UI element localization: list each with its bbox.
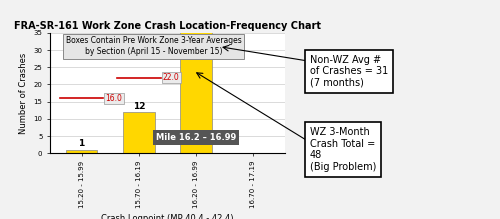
X-axis label: Crash Logpoint (MP 40.4 - 42.4): Crash Logpoint (MP 40.4 - 42.4) bbox=[101, 214, 234, 219]
Text: 16.0: 16.0 bbox=[106, 94, 122, 103]
Bar bbox=[123, 112, 154, 153]
Text: Boxes Contain Pre Work Zone 3-Year Averages
by Section (April 15 - November 15): Boxes Contain Pre Work Zone 3-Year Avera… bbox=[66, 37, 242, 56]
Text: 12: 12 bbox=[132, 102, 145, 111]
Text: 1: 1 bbox=[78, 140, 84, 148]
Text: 31.0: 31.0 bbox=[220, 42, 237, 51]
Bar bbox=[180, 0, 212, 153]
Text: WZ 3-Month
Crash Total =
48
(Big Problem): WZ 3-Month Crash Total = 48 (Big Problem… bbox=[310, 127, 376, 172]
Title: FRA-SR-161 Work Zone Crash Location-Frequency Chart: FRA-SR-161 Work Zone Crash Location-Freq… bbox=[14, 21, 321, 31]
Bar bbox=[66, 150, 98, 153]
Text: 22.0: 22.0 bbox=[163, 73, 180, 82]
Text: Mile 16.2 – 16.99: Mile 16.2 – 16.99 bbox=[156, 133, 236, 142]
Text: Non-WZ Avg #
of Crashes = 31
(7 months): Non-WZ Avg # of Crashes = 31 (7 months) bbox=[310, 55, 388, 88]
Y-axis label: Number of Crashes: Number of Crashes bbox=[19, 52, 28, 134]
